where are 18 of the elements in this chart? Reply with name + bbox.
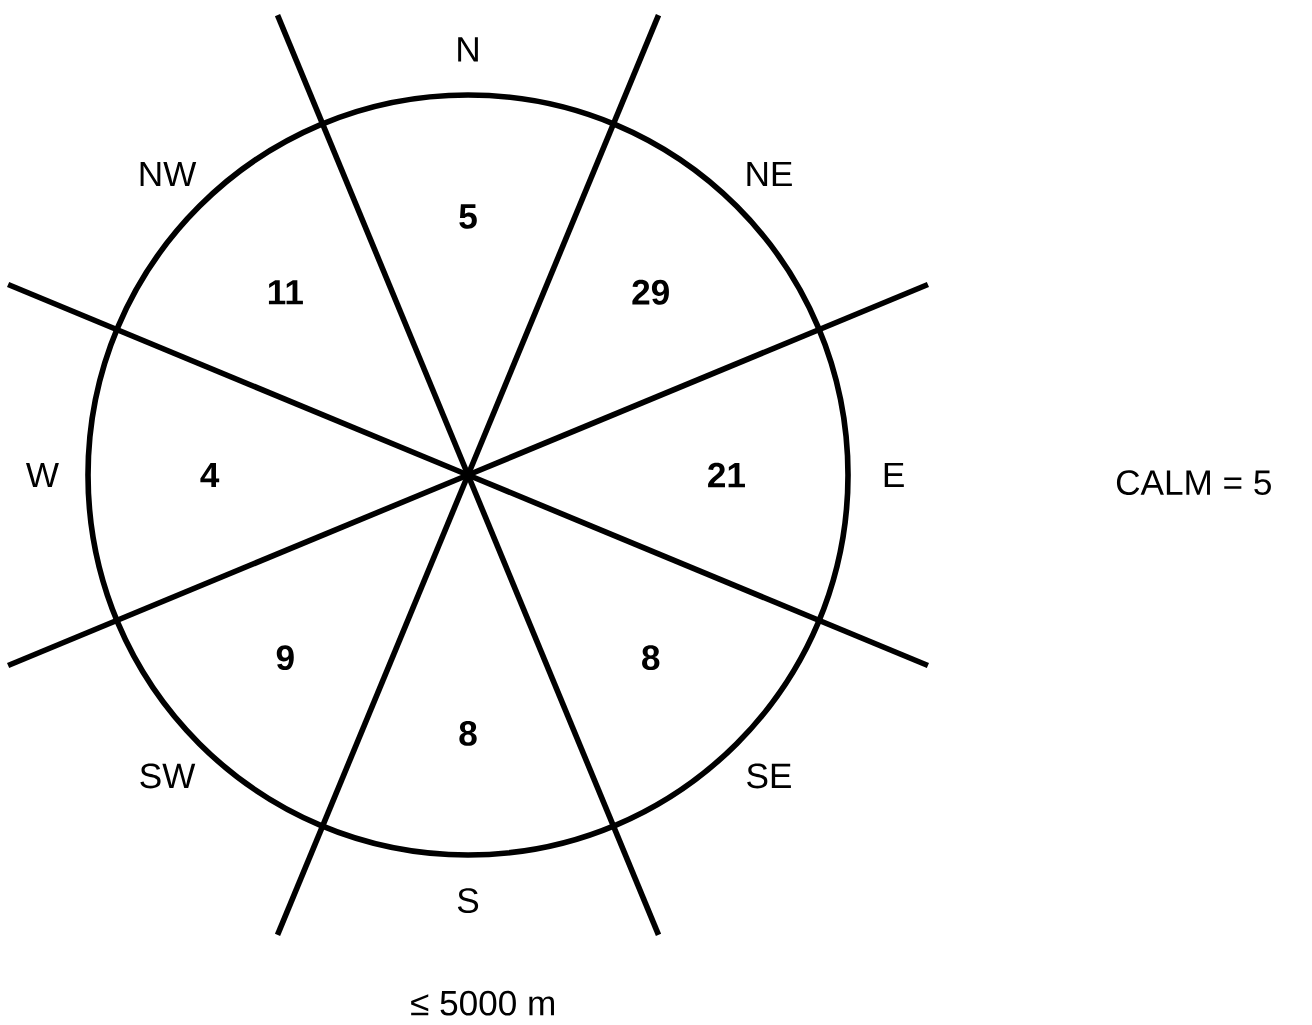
data-label: 4 bbox=[200, 462, 220, 488]
data-label: 11 bbox=[268, 280, 303, 305]
category-label: SE bbox=[747, 763, 791, 789]
data-label: 21 bbox=[708, 462, 745, 488]
data-label: 9 bbox=[276, 645, 294, 671]
category-label: NE bbox=[747, 161, 792, 187]
text: CALM = 5 bbox=[1116, 470, 1271, 496]
data-label: 8 bbox=[642, 645, 660, 671]
category-label: E bbox=[884, 462, 904, 488]
category-label: SW bbox=[140, 763, 196, 789]
data-label: 8 bbox=[459, 720, 477, 746]
category-label: N bbox=[458, 37, 478, 62]
category-label: S bbox=[457, 888, 479, 914]
category-label: W bbox=[25, 462, 59, 488]
text: ≤ 5000 m bbox=[411, 990, 554, 1016]
category-label: NW bbox=[140, 161, 197, 187]
data-label: 5 bbox=[459, 204, 477, 229]
data-label: 29 bbox=[632, 279, 669, 305]
